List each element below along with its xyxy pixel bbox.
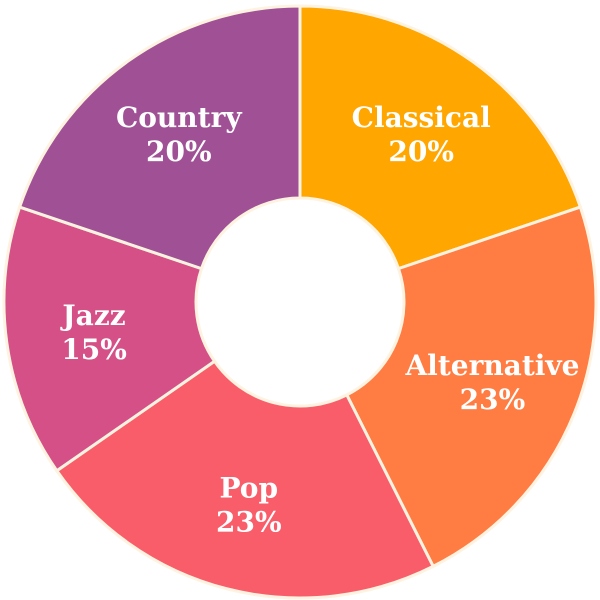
slice-percent-classical: 20% xyxy=(388,135,454,168)
slice-percent-alternative: 23% xyxy=(460,383,526,416)
slice-alternative xyxy=(344,205,598,569)
slice-jazz xyxy=(2,205,217,473)
slice-label-jazz: Jazz xyxy=(59,299,125,332)
slice-percent-country: 20% xyxy=(146,135,212,168)
slice-label-alternative: Alternative xyxy=(404,349,579,382)
slice-pop xyxy=(54,359,436,600)
slice-group xyxy=(2,4,598,600)
slice-classical xyxy=(298,4,583,271)
label-group: Classical20%Alternative23%Pop23%Jazz15%C… xyxy=(59,101,579,539)
slice-label-pop: Pop xyxy=(219,472,278,505)
slice-percent-pop: 23% xyxy=(216,506,282,539)
slice-label-classical: Classical xyxy=(352,101,491,134)
slice-country xyxy=(17,4,302,271)
slice-label-country: Country xyxy=(116,101,242,134)
slice-percent-jazz: 15% xyxy=(61,333,127,366)
